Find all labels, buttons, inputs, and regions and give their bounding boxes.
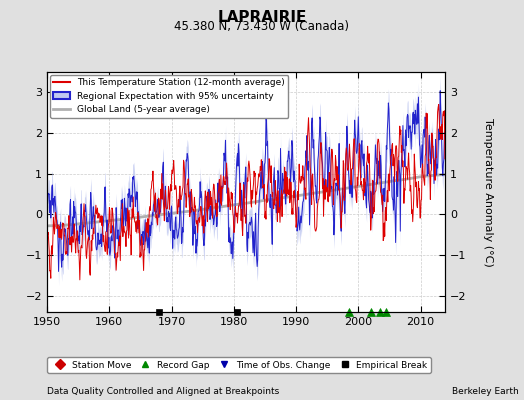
Y-axis label: Temperature Anomaly (°C): Temperature Anomaly (°C) [484, 118, 494, 266]
Text: Berkeley Earth: Berkeley Earth [452, 387, 519, 396]
Legend: Station Move, Record Gap, Time of Obs. Change, Empirical Break: Station Move, Record Gap, Time of Obs. C… [47, 357, 431, 373]
Text: Data Quality Controlled and Aligned at Breakpoints: Data Quality Controlled and Aligned at B… [47, 387, 279, 396]
Text: LAPRAIRIE: LAPRAIRIE [217, 10, 307, 25]
Text: 45.380 N, 73.430 W (Canada): 45.380 N, 73.430 W (Canada) [174, 20, 350, 33]
